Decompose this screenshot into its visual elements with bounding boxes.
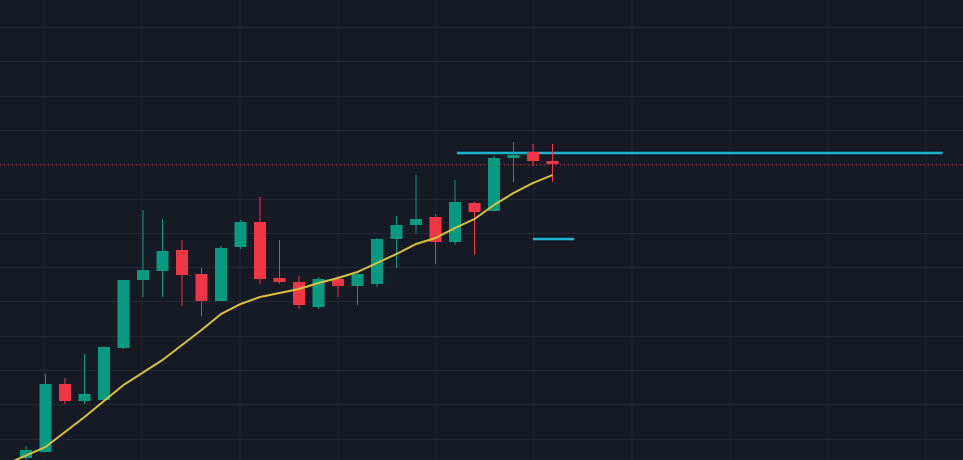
candle <box>78 354 91 404</box>
candle-body <box>39 384 52 452</box>
candle-body <box>351 274 364 286</box>
candle-body <box>312 279 325 307</box>
candle-body <box>195 274 208 301</box>
candle <box>176 240 188 306</box>
candle-body <box>449 202 461 242</box>
candle-body <box>468 203 481 212</box>
moving-average <box>13 174 553 460</box>
candle-body <box>156 251 169 271</box>
candle <box>351 273 364 305</box>
candle-body <box>293 282 305 305</box>
candle-body <box>117 280 130 348</box>
candles <box>20 142 559 460</box>
candle <box>507 142 520 182</box>
candle-body <box>332 279 344 286</box>
candle <box>332 276 344 297</box>
candle-body <box>137 270 149 280</box>
candle <box>59 378 71 404</box>
candle <box>488 156 500 211</box>
candle <box>410 175 422 233</box>
candle <box>20 446 32 460</box>
candle-body <box>390 225 403 239</box>
candle <box>234 220 247 249</box>
candle <box>39 374 52 452</box>
candle <box>390 216 403 268</box>
candle-body <box>98 347 110 400</box>
candle-body <box>78 394 91 401</box>
candle-body <box>371 239 383 284</box>
candle-body <box>234 222 247 247</box>
candle <box>98 346 110 400</box>
candle <box>449 180 461 245</box>
candle-body <box>273 278 286 282</box>
candle-body <box>507 155 520 158</box>
candle <box>117 280 130 349</box>
candle <box>527 144 539 166</box>
candle <box>254 197 266 284</box>
candle-body <box>410 219 422 225</box>
candle <box>137 210 149 297</box>
candle-body <box>527 152 539 161</box>
candle <box>215 246 227 301</box>
candle <box>273 240 286 284</box>
moving-average-line <box>13 174 553 460</box>
candle-body <box>59 384 71 401</box>
candle-body <box>546 161 559 164</box>
candle-body <box>20 450 32 458</box>
candle-body <box>176 250 188 275</box>
candle-body <box>215 248 227 301</box>
candle-body <box>254 222 266 279</box>
candle <box>468 202 481 255</box>
candle <box>195 268 208 316</box>
candle <box>156 219 169 297</box>
candle-body <box>488 158 500 211</box>
